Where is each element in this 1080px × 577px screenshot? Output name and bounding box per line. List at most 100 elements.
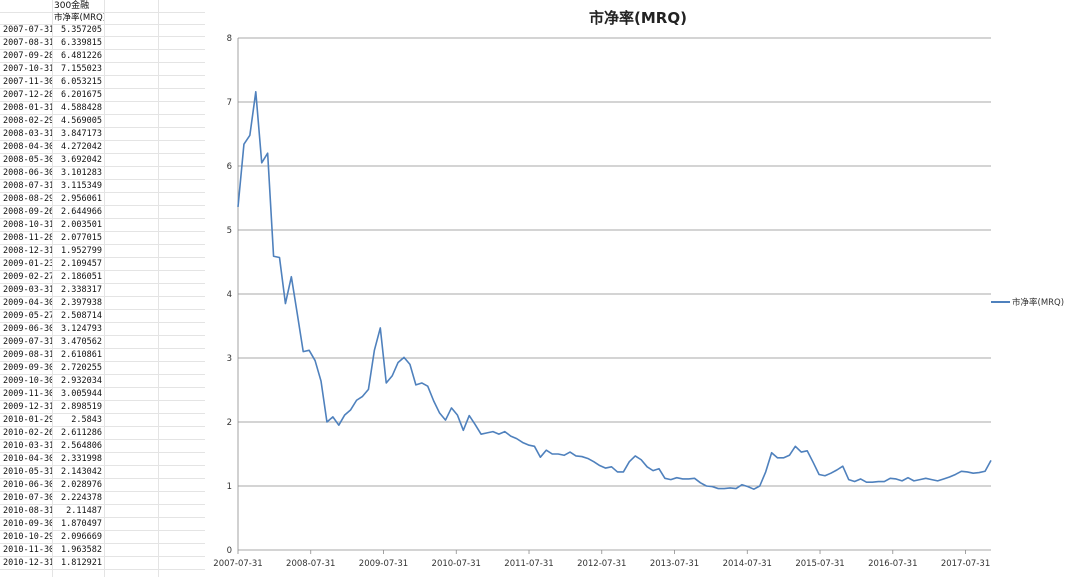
value-cell[interactable]: 2.611286: [61, 428, 102, 438]
date-cell[interactable]: 2008-12-31: [3, 246, 52, 256]
value-cell[interactable]: 2.003501: [61, 220, 102, 230]
table-row[interactable]: 2008-07-31 3.115349: [0, 180, 205, 193]
table-row[interactable]: 2010-11-30 1.963582: [0, 544, 205, 557]
date-cell[interactable]: 2010-10-29: [3, 532, 52, 542]
date-cell[interactable]: 2008-05-30: [3, 155, 52, 165]
date-cell[interactable]: 2009-05-27: [3, 311, 52, 321]
table-row[interactable]: 2009-07-31 3.470562: [0, 336, 205, 349]
date-cell[interactable]: 2010-11-30: [3, 545, 52, 555]
value-cell[interactable]: 3.101283: [61, 168, 102, 178]
sheet-column-header-cell[interactable]: 市净率(MRQ): [54, 13, 104, 23]
value-cell[interactable]: 6.053215: [61, 77, 102, 87]
table-row[interactable]: 2008-09-26 2.644966: [0, 206, 205, 219]
table-row[interactable]: 2009-02-27 2.186051: [0, 271, 205, 284]
value-cell[interactable]: 2.028976: [61, 480, 102, 490]
date-cell[interactable]: 2009-04-30: [3, 298, 52, 308]
table-row[interactable]: 2008-06-30 3.101283: [0, 167, 205, 180]
table-row[interactable]: 2008-12-31 1.952799: [0, 245, 205, 258]
table-row[interactable]: 2010-08-31 2.11487: [0, 505, 205, 518]
date-cell[interactable]: 2009-06-30: [3, 324, 52, 334]
spreadsheet-panel[interactable]: 300金融 市净率(MRQ) 2007-07-31 5.357205 2007-08…: [0, 0, 205, 577]
sheet-title-cell[interactable]: 300金融: [54, 1, 90, 11]
table-row[interactable]: 2009-08-31 2.610861: [0, 349, 205, 362]
value-cell[interactable]: 2.186051: [61, 272, 102, 282]
table-row[interactable]: 2007-07-31 5.357205: [0, 24, 205, 37]
value-cell[interactable]: 3.692042: [61, 155, 102, 165]
date-cell[interactable]: 2007-09-28: [3, 51, 52, 61]
value-cell[interactable]: 4.588428: [61, 103, 102, 113]
table-row[interactable]: 2010-01-29 2.5843: [0, 414, 205, 427]
date-cell[interactable]: 2010-08-31: [3, 506, 52, 516]
table-row[interactable]: 2010-07-30 2.224378: [0, 492, 205, 505]
table-row[interactable]: 2009-01-23 2.109457: [0, 258, 205, 271]
table-row[interactable]: 2010-04-30 2.331998: [0, 453, 205, 466]
value-cell[interactable]: 3.847173: [61, 129, 102, 139]
table-row[interactable]: 2007-12-28 6.201675: [0, 89, 205, 102]
value-cell[interactable]: 2.720255: [61, 363, 102, 373]
date-cell[interactable]: 2008-06-30: [3, 168, 52, 178]
table-row[interactable]: 2010-10-29 2.096669: [0, 531, 205, 544]
value-cell[interactable]: 1.870497: [61, 519, 102, 529]
table-row[interactable]: 2009-10-30 2.932034: [0, 375, 205, 388]
date-cell[interactable]: 2008-01-31: [3, 103, 52, 113]
date-cell[interactable]: 2010-07-30: [3, 493, 52, 503]
value-cell[interactable]: 3.005944: [61, 389, 102, 399]
date-cell[interactable]: 2010-03-31: [3, 441, 52, 451]
date-cell[interactable]: 2007-08-31: [3, 38, 52, 48]
value-cell[interactable]: 2.5843: [71, 415, 102, 425]
value-cell[interactable]: 3.124793: [61, 324, 102, 334]
value-cell[interactable]: 3.470562: [61, 337, 102, 347]
date-cell[interactable]: 2009-07-31: [3, 337, 52, 347]
value-cell[interactable]: 3.115349: [61, 181, 102, 191]
table-row[interactable]: 2007-08-31 6.339815: [0, 37, 205, 50]
date-cell[interactable]: 2008-08-29: [3, 194, 52, 204]
value-cell[interactable]: 2.956061: [61, 194, 102, 204]
date-cell[interactable]: 2009-12-31: [3, 402, 52, 412]
date-cell[interactable]: 2007-10-31: [3, 64, 52, 74]
table-row[interactable]: 2008-05-30 3.692042: [0, 154, 205, 167]
date-cell[interactable]: 2010-01-29: [3, 415, 52, 425]
value-cell[interactable]: 2.932034: [61, 376, 102, 386]
value-cell[interactable]: 2.564806: [61, 441, 102, 451]
value-cell[interactable]: 2.331998: [61, 454, 102, 464]
table-row[interactable]: 2009-06-30 3.124793: [0, 323, 205, 336]
header-row[interactable]: 300金融: [0, 0, 205, 13]
value-cell[interactable]: 1.812921: [61, 558, 102, 568]
date-cell[interactable]: 2008-02-29: [3, 116, 52, 126]
value-cell[interactable]: 6.201675: [61, 90, 102, 100]
date-cell[interactable]: 2008-09-26: [3, 207, 52, 217]
value-cell[interactable]: 6.481226: [61, 51, 102, 61]
value-cell[interactable]: 2.508714: [61, 311, 102, 321]
value-cell[interactable]: 2.898519: [61, 402, 102, 412]
table-row[interactable]: 2009-09-30 2.720255: [0, 362, 205, 375]
value-cell[interactable]: 5.357205: [61, 25, 102, 35]
date-cell[interactable]: 2009-08-31: [3, 350, 52, 360]
table-row[interactable]: 2010-03-31 2.564806: [0, 440, 205, 453]
value-cell[interactable]: 2.077015: [61, 233, 102, 243]
value-cell[interactable]: 4.569005: [61, 116, 102, 126]
date-cell[interactable]: 2008-11-28: [3, 233, 52, 243]
date-cell[interactable]: 2009-10-30: [3, 376, 52, 386]
table-row[interactable]: 2008-02-29 4.569005: [0, 115, 205, 128]
value-cell[interactable]: 2.397938: [61, 298, 102, 308]
table-row[interactable]: 2010-09-30 1.870497: [0, 518, 205, 531]
table-row[interactable]: 2008-10-31 2.003501: [0, 219, 205, 232]
date-cell[interactable]: 2008-04-30: [3, 142, 52, 152]
date-cell[interactable]: 2007-07-31: [3, 25, 52, 35]
date-cell[interactable]: 2008-03-31: [3, 129, 52, 139]
date-cell[interactable]: 2007-11-30: [3, 77, 52, 87]
value-cell[interactable]: 2.096669: [61, 532, 102, 542]
table-row[interactable]: 2007-09-28 6.481226: [0, 50, 205, 63]
date-cell[interactable]: 2009-03-31: [3, 285, 52, 295]
date-cell[interactable]: 2009-02-27: [3, 272, 52, 282]
value-cell[interactable]: 2.109457: [61, 259, 102, 269]
value-cell[interactable]: 2.338317: [61, 285, 102, 295]
value-cell[interactable]: 2.11487: [66, 506, 102, 516]
date-cell[interactable]: 2010-06-30: [3, 480, 52, 490]
value-cell[interactable]: 1.952799: [61, 246, 102, 256]
date-cell[interactable]: 2008-10-31: [3, 220, 52, 230]
value-cell[interactable]: 4.272042: [61, 142, 102, 152]
date-cell[interactable]: 2009-01-23: [3, 259, 52, 269]
table-row[interactable]: 2007-11-30 6.053215: [0, 76, 205, 89]
table-row[interactable]: 2007-10-31 7.155023: [0, 63, 205, 76]
